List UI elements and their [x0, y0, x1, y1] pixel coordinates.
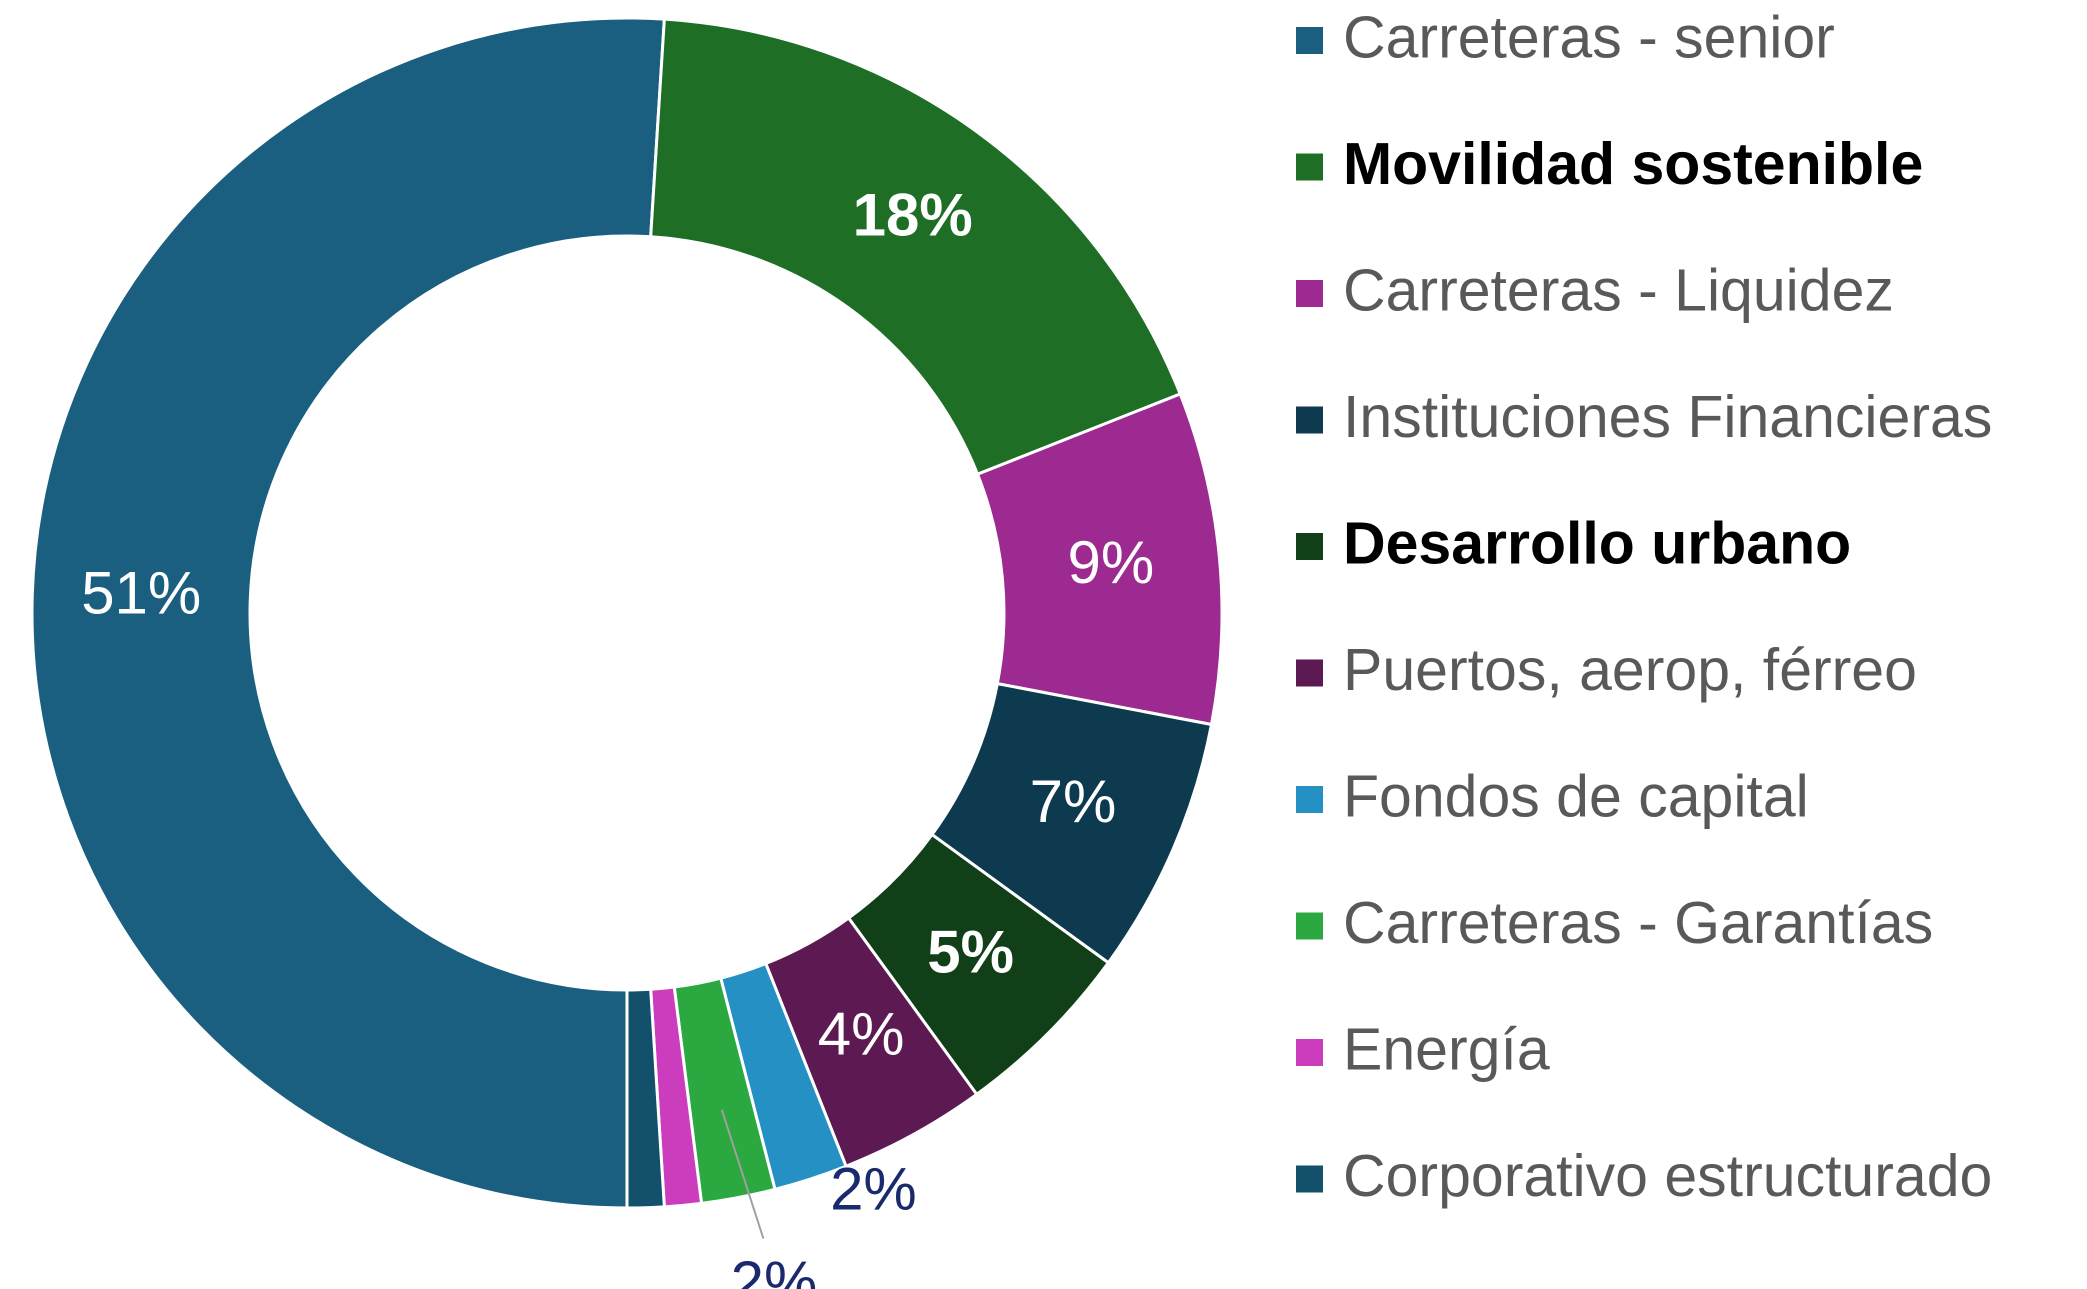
- legend-label: Carreteras - senior: [1343, 5, 1835, 71]
- legend-swatch: [1296, 659, 1323, 687]
- donut: [30, 16, 1224, 1210]
- legend-label: Fondos de capital: [1343, 764, 1809, 830]
- donut-slice: [30, 16, 666, 1210]
- legend-swatch: [1296, 153, 1323, 181]
- data-label: 7%: [1030, 768, 1117, 835]
- legend-swatch: [1296, 912, 1323, 940]
- data-label: 4%: [818, 1001, 905, 1068]
- data-label: 2%: [830, 1155, 917, 1222]
- legend-swatch: [1296, 406, 1323, 434]
- data-label: 5%: [927, 918, 1014, 985]
- legend-swatch: [1296, 1165, 1323, 1193]
- legend-label: Carreteras - Liquidez: [1343, 258, 1894, 324]
- leader-line: [720, 1109, 765, 1239]
- donut-slice: [625, 987, 666, 1210]
- legend-label: Corporativo estructurado: [1343, 1143, 1992, 1209]
- legend-swatch: [1296, 1039, 1323, 1066]
- data-label: 9%: [1067, 529, 1154, 596]
- legend-label: Puertos, aerop, férreo: [1343, 637, 1917, 703]
- data-label: 2%: [731, 1249, 818, 1289]
- donut-slice: [649, 17, 1183, 477]
- legend-label: Energía: [1343, 1017, 1550, 1083]
- legend-label: Movilidad sostenible: [1343, 131, 1923, 197]
- legend-label: Desarrollo urbano: [1343, 511, 1851, 577]
- legend-swatch: [1296, 27, 1323, 54]
- data-label: 51%: [81, 560, 201, 627]
- legend-swatch: [1296, 786, 1323, 813]
- legend-label: Carreteras - Garantías: [1343, 890, 1933, 956]
- data-labels: 51% 18% 9% 7% 5% 4% 2% 2%: [81, 182, 1154, 1289]
- legend-label: Instituciones Financieras: [1343, 384, 1992, 450]
- legend-swatch: [1296, 533, 1323, 560]
- data-label: 18%: [853, 182, 973, 249]
- legend: Carreteras - senior Movilidad sostenible C…: [1296, 5, 1992, 1209]
- legend-swatch: [1296, 280, 1323, 307]
